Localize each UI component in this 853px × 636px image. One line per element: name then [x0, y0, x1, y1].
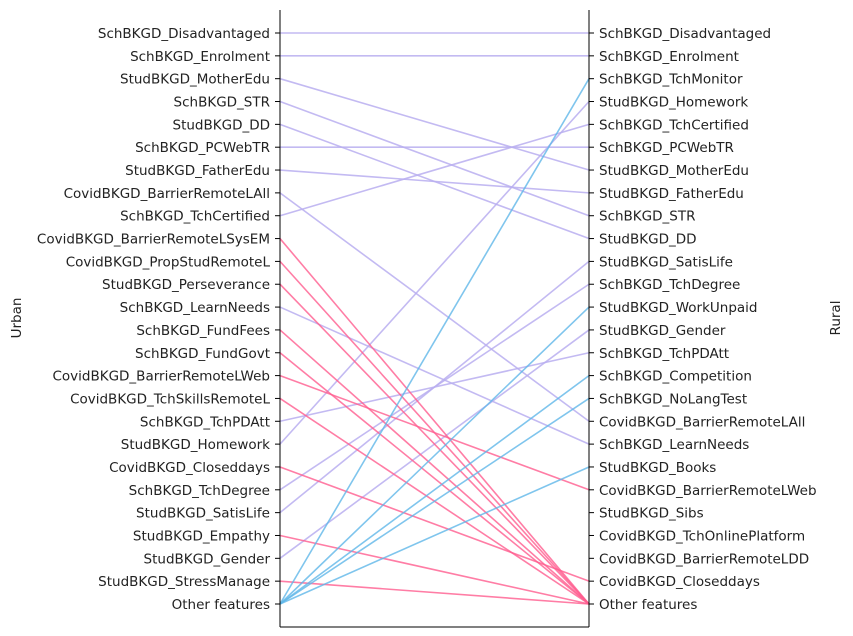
left-label-studbkgd-fatheredu: StudBKGD_FatherEdu [125, 163, 270, 179]
right-label-schbkgd-tchdegree: SchBKGD_TchDegree [599, 277, 740, 293]
right-label-studbkgd-satislife: StudBKGD_SatisLife [599, 254, 733, 270]
right-label-studbkgd-workunpaid: StudBKGD_WorkUnpaid [599, 300, 758, 316]
link-line-shared-7 [279, 192, 590, 422]
left-label-studbkgd-satislife: StudBKGD_SatisLife [136, 506, 270, 522]
link-line-shared-11 [279, 100, 590, 445]
right-label-covidbkgd-closeddays: CovidBKGD_Closeddays [599, 574, 760, 590]
right-label-covidbkgd-barrierremotelweb: CovidBKGD_BarrierRemoteLWeb [599, 483, 817, 499]
link-line-rural-only-26 [279, 306, 590, 605]
right-label-other-features: Other features [599, 597, 697, 613]
link-line-urban-only-24 [279, 580, 590, 605]
left-label-schbkgd-fundgovt: SchBKGD_FundGovt [135, 346, 270, 362]
link-line-urban-only-20 [279, 329, 590, 605]
link-line-urban-only-18 [279, 260, 590, 605]
right-label-covidbkgd-barrierremoteldd: CovidBKGD_BarrierRemoteLDD [599, 551, 809, 567]
link-line-rural-only-28 [279, 397, 590, 605]
left-label-other-features: Other features [172, 597, 270, 613]
left-label-schbkgd-disadvantaged: SchBKGD_Disadvantaged [98, 26, 270, 42]
link-line-rural-only-25 [279, 78, 590, 605]
left-label-studbkgd-perseverance: StudBKGD_Perseverance [102, 277, 270, 293]
right-label-schbkgd-disadvantaged: SchBKGD_Disadvantaged [599, 26, 771, 42]
right-label-schbkgd-learnneeds: SchBKGD_LearnNeeds [599, 437, 749, 453]
link-line-urban-only-23 [279, 534, 590, 605]
right-tick-labels: SchBKGD_Disadvantaged SchBKGD_Enrolment Sc… [589, 26, 817, 613]
right-label-studbkgd-sibs: StudBKGD_Sibs [599, 506, 704, 522]
right-label-studbkgd-fatheredu: StudBKGD_FatherEdu [599, 186, 744, 202]
left-label-studbkgd-empathy: StudBKGD_Empathy [133, 528, 270, 544]
right-label-studbkgd-dd: StudBKGD_DD [599, 232, 697, 248]
link-line-shared-3 [279, 100, 590, 217]
right-label-schbkgd-tchcertified: SchBKGD_TchCertified [599, 117, 749, 133]
left-label-covidbkgd-barrierremotelsysem: CovidBKGD_BarrierRemoteLSysEM [37, 232, 270, 248]
left-label-studbkgd-stressmanage: StudBKGD_StressManage [98, 574, 270, 590]
left-label-schbkgd-enrolment: SchBKGD_Enrolment [130, 49, 270, 65]
left-label-studbkgd-homework: StudBKGD_Homework [121, 437, 270, 453]
right-label-covidbkgd-tchonlineplatform: CovidBKGD_TchOnlinePlatform [599, 528, 805, 544]
left-label-covidbkgd-closeddays: CovidBKGD_Closeddays [109, 460, 270, 476]
link-lines [279, 32, 590, 605]
left-label-schbkgd-learnneeds: SchBKGD_LearnNeeds [120, 300, 270, 316]
link-line-rural-only-27 [279, 374, 590, 605]
left-label-schbkgd-fundfees: SchBKGD_FundFees [136, 323, 270, 339]
left-label-schbkgd-pcwebtr: SchBKGD_PCWebTR [135, 140, 270, 156]
right-label-schbkgd-enrolment: SchBKGD_Enrolment [599, 49, 739, 65]
link-line-shared-13 [279, 260, 590, 514]
link-line-rural-only-29 [279, 466, 590, 605]
right-label-studbkgd-homework: StudBKGD_Homework [599, 95, 748, 111]
link-line-urban-only-19 [279, 283, 590, 605]
right-label-schbkgd-competition: SchBKGD_Competition [599, 369, 752, 385]
left-label-covidbkgd-tchskillsremotel: CovidBKGD_TchSkillsRemoteL [70, 391, 270, 407]
right-label-schbkgd-tchpdatt: SchBKGD_TchPDAtt [599, 346, 729, 362]
right-label-covidbkgd-barrierremotelall: CovidBKGD_BarrierRemoteLAll [599, 414, 805, 430]
right-label-studbkgd-motheredu: StudBKGD_MotherEdu [599, 163, 749, 179]
left-label-studbkgd-gender: StudBKGD_Gender [144, 551, 271, 567]
right-label-schbkgd-nolangtest: SchBKGD_NoLangTest [599, 391, 747, 407]
left-label-covidbkgd-propstudremotel: CovidBKGD_PropStudRemoteL [66, 254, 271, 270]
right-label-schbkgd-pcwebtr: SchBKGD_PCWebTR [599, 140, 734, 156]
left-label-schbkgd-str: SchBKGD_STR [174, 95, 270, 111]
left-label-schbkgd-tchcertified: SchBKGD_TchCertified [120, 209, 270, 225]
left-label-studbkgd-motheredu: StudBKGD_MotherEdu [120, 72, 270, 88]
left-tick-labels: SchBKGD_Disadvantaged SchBKGD_Enrolment St… [37, 26, 280, 613]
right-axis-title: Rural [828, 301, 844, 336]
link-line-shared-8 [279, 123, 590, 217]
link-line-urban-only-21 [279, 352, 590, 605]
left-label-schbkgd-tchdegree: SchBKGD_TchDegree [129, 483, 270, 499]
left-label-covidbkgd-barrierremotelall: CovidBKGD_BarrierRemoteLAll [64, 186, 270, 202]
right-label-schbkgd-tchmonitor: SchBKGD_TchMonitor [599, 72, 743, 88]
axes [279, 10, 590, 628]
left-label-covidbkgd-barrierremotelweb: CovidBKGD_BarrierRemoteLWeb [52, 369, 270, 385]
link-line-shared-2 [279, 77, 590, 171]
left-axis-title: Urban [9, 298, 25, 339]
right-label-schbkgd-str: SchBKGD_STR [599, 209, 695, 225]
right-label-studbkgd-gender: StudBKGD_Gender [599, 323, 726, 339]
right-label-studbkgd-books: StudBKGD_Books [599, 460, 716, 476]
left-label-studbkgd-dd: StudBKGD_DD [173, 117, 271, 133]
left-label-schbkgd-tchpdatt: SchBKGD_TchPDAtt [140, 414, 270, 430]
link-line-shared-6 [279, 169, 590, 194]
link-line-urban-only-17 [279, 238, 590, 605]
link-line-shared-9 [279, 306, 590, 445]
